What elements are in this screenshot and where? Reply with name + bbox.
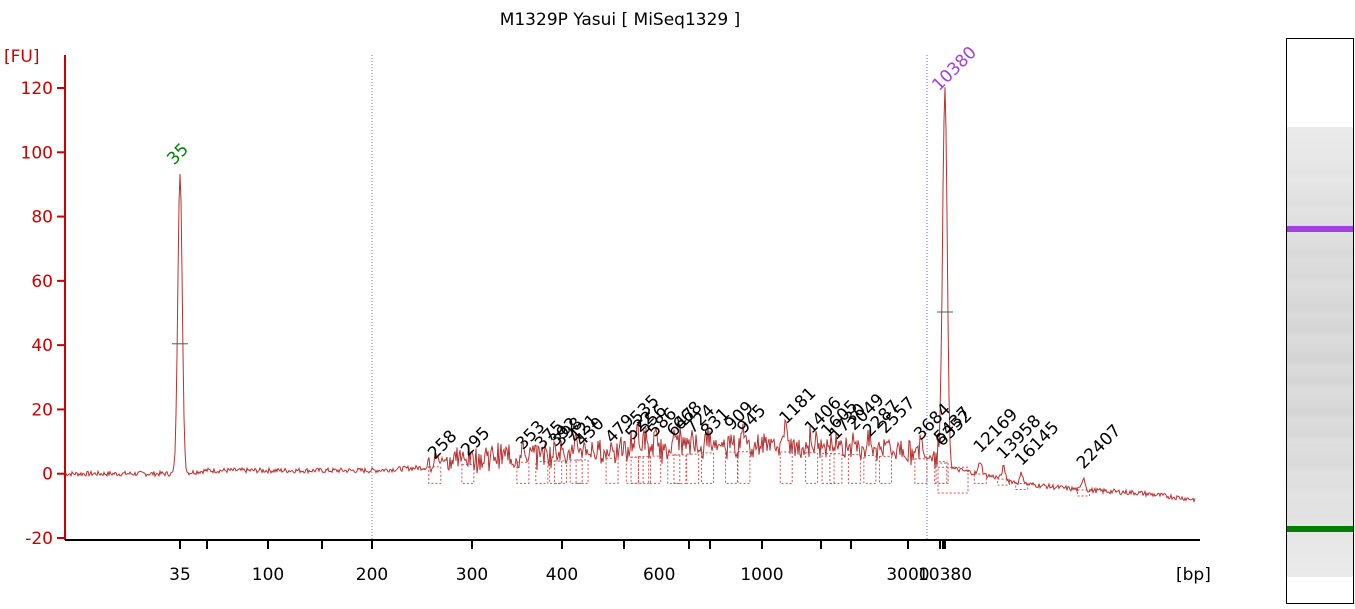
peak-box (625, 456, 639, 484)
marker-label: 35 (163, 140, 192, 169)
peak-box (805, 452, 819, 484)
lower-marker-band (1287, 525, 1353, 532)
gel-lane (1286, 38, 1354, 604)
peak-box (997, 478, 1011, 486)
signal-trace (64, 87, 1196, 504)
peak-box (1015, 483, 1029, 491)
peak-region-boxes (428, 451, 1091, 497)
x-axis-label: [bp] (1176, 565, 1211, 585)
peak-box (553, 460, 567, 484)
trace-line (64, 87, 1196, 504)
x-tick-label: 100 (252, 565, 284, 585)
x-tick-label: 10380 (918, 565, 972, 585)
peak-box (569, 459, 583, 484)
peak-box (535, 461, 549, 484)
x-tick-label: 300 (456, 565, 488, 585)
peak-box (847, 454, 861, 484)
peak-box (701, 452, 715, 484)
marker-crossbars (172, 311, 953, 345)
peak-box (829, 453, 843, 484)
y-tick-label: 120 (21, 79, 53, 99)
chart-title: M1329P Yasui [ MiSeq1329 ] (500, 10, 741, 30)
x-tick-label: 3000 (886, 565, 929, 585)
peak-box (863, 454, 877, 484)
upper-marker-band (1287, 225, 1353, 232)
peak-box (575, 459, 589, 484)
x-tick-label: 35 (169, 565, 191, 585)
y-tick-label: 40 (31, 336, 53, 356)
peak-box (673, 454, 687, 484)
marker-label: 10380 (928, 43, 980, 95)
peak-box (630, 456, 644, 484)
peak-box (779, 451, 793, 484)
peak-box (724, 451, 738, 484)
gel-smear (1287, 127, 1353, 577)
y-axis-label: [FU] (4, 47, 40, 67)
peak-box (935, 462, 949, 484)
peak-box (1077, 489, 1091, 497)
peak-box (934, 461, 948, 484)
y-tick-label: 0 (42, 465, 53, 485)
peak-box (516, 461, 530, 484)
x-tick-label: 400 (546, 565, 578, 585)
peak-box (605, 457, 619, 484)
peak-box (686, 453, 700, 484)
y-axis: -20 0 20 40 60 80 100 120 (21, 55, 66, 549)
peak-box (914, 458, 928, 484)
y-tick-label: 80 (31, 208, 53, 228)
peak-box (737, 451, 751, 484)
electropherogram-chart: M1329P Yasui [ MiSeq1329 ] [FU] [bp] -20… (4, 10, 1211, 585)
peak-box (638, 456, 652, 484)
peak-label: 22407 (1073, 421, 1125, 473)
y-tick-label: 60 (31, 272, 53, 292)
y-tick-label: 100 (21, 143, 53, 163)
peak-box (821, 452, 835, 484)
y-tick-label: -20 (25, 529, 53, 549)
y-tick-label: 20 (31, 400, 53, 420)
peak-box (648, 455, 662, 484)
region-guides (371, 55, 928, 540)
peak-box (428, 466, 442, 484)
peak-box (879, 455, 893, 484)
x-tick-label: 1000 (740, 565, 783, 585)
peak-box (973, 473, 987, 484)
peak-box (461, 463, 475, 484)
x-tick-label: 600 (643, 565, 675, 585)
x-tick-label: 200 (356, 565, 388, 585)
